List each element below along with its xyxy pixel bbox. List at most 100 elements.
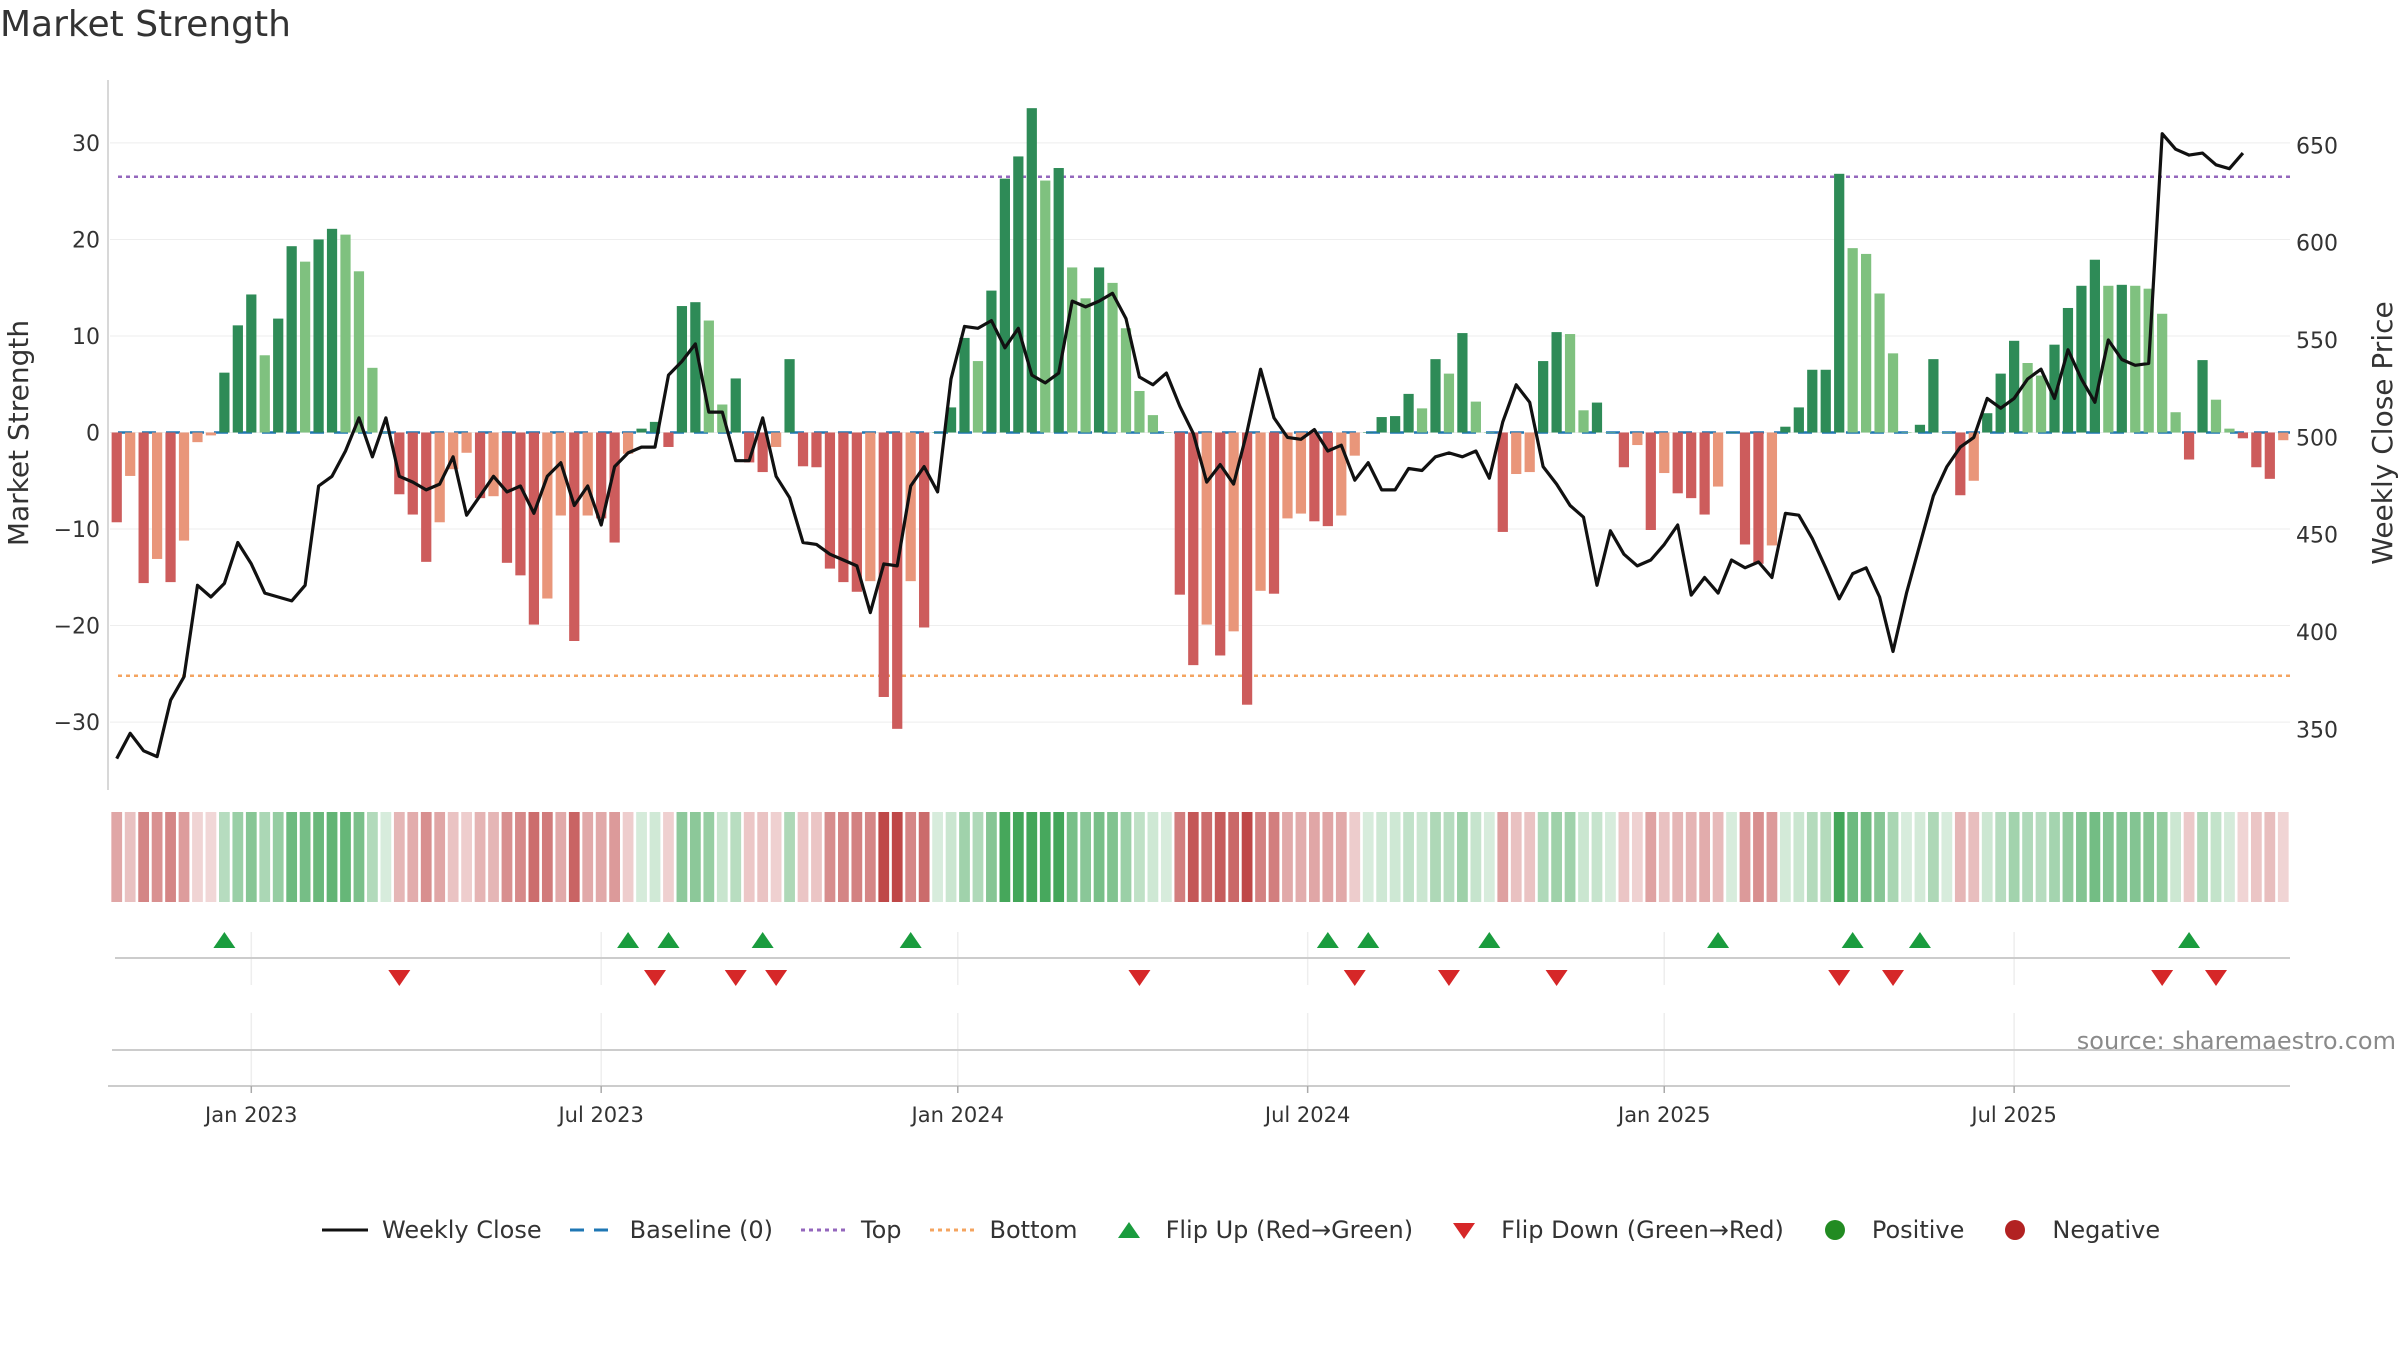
strength-bar bbox=[1390, 416, 1401, 433]
heat-strip-cell bbox=[797, 812, 809, 902]
strength-bar bbox=[838, 432, 849, 583]
strength-bar bbox=[1376, 417, 1387, 433]
strength-bar bbox=[1901, 432, 1912, 433]
strength-bar bbox=[730, 378, 741, 433]
heat-strip-cell bbox=[743, 812, 755, 902]
heat-strip-cell bbox=[2102, 812, 2114, 902]
strength-bar bbox=[246, 294, 257, 433]
heat-strip-cell bbox=[1214, 812, 1226, 902]
legend-label: Weekly Close bbox=[382, 1216, 542, 1244]
strength-bar bbox=[1120, 328, 1132, 433]
heat-strip-cell bbox=[851, 812, 863, 902]
x-tick-label: Jan 2023 bbox=[203, 1103, 298, 1127]
strength-bar bbox=[2130, 285, 2141, 433]
heat-strip-cell bbox=[1524, 812, 1536, 902]
strength-bar bbox=[1659, 432, 1670, 474]
heat-strip-cell bbox=[703, 812, 715, 902]
strength-bar bbox=[1336, 432, 1347, 516]
flip-up-marker bbox=[617, 932, 640, 948]
heat-strip-cell bbox=[1578, 812, 1589, 902]
strength-bar bbox=[622, 432, 634, 454]
heat-strip-cell bbox=[770, 812, 782, 902]
strength-bar bbox=[394, 432, 405, 495]
strength-bar bbox=[1403, 393, 1414, 433]
strength-bar bbox=[434, 432, 445, 523]
heat-strip-cell bbox=[878, 812, 890, 902]
strength-bar bbox=[1793, 407, 1804, 433]
strength-bar bbox=[663, 432, 674, 447]
strength-bar bbox=[636, 428, 647, 433]
heat-strip-cell bbox=[1497, 812, 1509, 902]
strength-bar bbox=[1914, 424, 1926, 433]
heat-strip-cell bbox=[1335, 812, 1347, 902]
strength-bar bbox=[1457, 333, 1468, 433]
heat-strip-cell bbox=[1954, 812, 1966, 902]
heat-strip-cell bbox=[1591, 812, 1603, 902]
x-tick-label: Jul 2024 bbox=[1263, 1103, 1350, 1127]
heat-strip-cell bbox=[124, 812, 136, 902]
strength-bar bbox=[1578, 410, 1589, 433]
strength-bar bbox=[1564, 334, 1576, 433]
heat-strip-cell bbox=[784, 812, 795, 902]
heat-strip-cell bbox=[1928, 812, 1939, 902]
strength-bar bbox=[824, 432, 836, 569]
strength-bar bbox=[555, 432, 566, 516]
strength-bar bbox=[1026, 108, 1037, 433]
strength-bar bbox=[1551, 332, 1562, 433]
heat-strip-cell bbox=[1160, 812, 1172, 902]
heat-strip-cell bbox=[407, 812, 419, 902]
strength-bar bbox=[1430, 359, 1441, 433]
heat-strip-cell bbox=[1282, 812, 1293, 902]
heat-strip-cell bbox=[1685, 812, 1697, 902]
strength-bar bbox=[2183, 432, 2195, 460]
legend-label: Baseline (0) bbox=[629, 1216, 774, 1244]
strength-bar bbox=[1080, 298, 1091, 433]
strength-bar bbox=[353, 271, 365, 433]
heat-strip-cell bbox=[622, 812, 634, 902]
heat-strip-cell bbox=[1981, 812, 1993, 902]
heat-strip-cell bbox=[636, 812, 647, 902]
bottom-empty-panel bbox=[108, 1013, 2290, 1087]
strength-bar bbox=[1739, 432, 1751, 545]
y-tick-label: 0 bbox=[86, 422, 100, 447]
strength-bar bbox=[313, 239, 324, 433]
heat-strip-cell bbox=[353, 812, 365, 902]
heat-strip-cell bbox=[972, 812, 984, 902]
heat-strip-cell bbox=[1066, 812, 1078, 902]
legend-item-baseline: Baseline (0) bbox=[568, 1216, 773, 1244]
flip-down-marker bbox=[724, 970, 747, 986]
strength-bar bbox=[1228, 432, 1239, 632]
heat-strip-cell bbox=[1901, 812, 1912, 902]
heat-strip-cell bbox=[2183, 812, 2195, 902]
flip-down-marker bbox=[1828, 970, 1851, 986]
heat-strip-cell bbox=[1779, 812, 1791, 902]
heat-strip-cell bbox=[811, 812, 822, 902]
heat-strip-cell bbox=[945, 812, 957, 902]
strength-bar bbox=[2062, 307, 2074, 433]
strength-bar bbox=[1618, 432, 1630, 468]
heat-strip-cell bbox=[1174, 812, 1186, 902]
red-dot-icon bbox=[2005, 1220, 2026, 1240]
heat-strip-cell bbox=[541, 812, 553, 902]
strength-bar bbox=[1013, 156, 1024, 433]
strength-bars bbox=[111, 108, 2289, 729]
strength-bar bbox=[232, 325, 243, 433]
strength-bar bbox=[972, 361, 984, 433]
y2-tick-label: 400 bbox=[2296, 621, 2338, 646]
heat-strip-cell bbox=[367, 812, 378, 902]
heat-strip-cell bbox=[1430, 812, 1441, 902]
triangle-up-icon bbox=[1117, 1222, 1140, 1238]
legend-item-positive: Positive bbox=[1810, 1216, 1964, 1244]
heat-strip-cell bbox=[2089, 812, 2101, 902]
heat-strip-cell bbox=[1887, 812, 1899, 902]
flip-down-marker bbox=[765, 970, 788, 986]
strength-bar bbox=[744, 432, 755, 463]
strength-bar bbox=[151, 432, 163, 559]
strength-bar bbox=[340, 234, 351, 433]
strength-bar bbox=[2049, 344, 2060, 433]
heat-strip-cell bbox=[2250, 812, 2262, 902]
strength-bar bbox=[757, 432, 768, 473]
x-tick-label: Jan 2025 bbox=[1616, 1103, 1711, 1127]
y2-axis-title: Weekly Close Price bbox=[2366, 301, 2399, 564]
strength-bar bbox=[219, 372, 230, 433]
